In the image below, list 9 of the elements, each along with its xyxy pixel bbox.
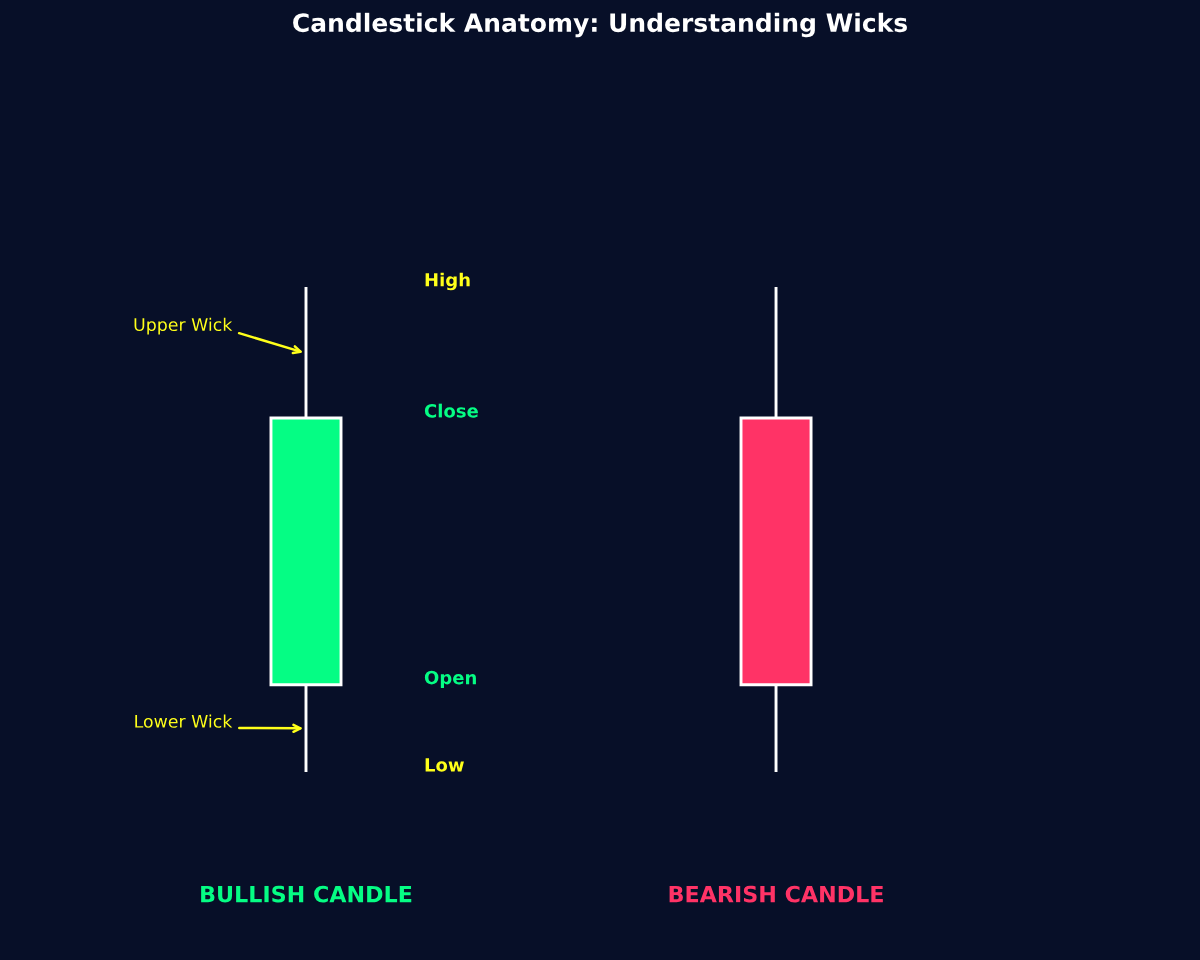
chart-title: Candlestick Anatomy: Understanding Wicks (293, 12, 907, 38)
annotation: Lower Wick (135, 714, 233, 728)
annotation: Low (425, 758, 464, 772)
annotation: Open (424, 670, 476, 688)
annotation: High (425, 272, 470, 291)
x-tick-label: BEARISH CANDLE (669, 885, 883, 903)
x-tick-label: BULLISH CANDLE (201, 885, 412, 903)
annotation: Close (424, 403, 478, 418)
annotation: Upper Wick (134, 317, 233, 335)
